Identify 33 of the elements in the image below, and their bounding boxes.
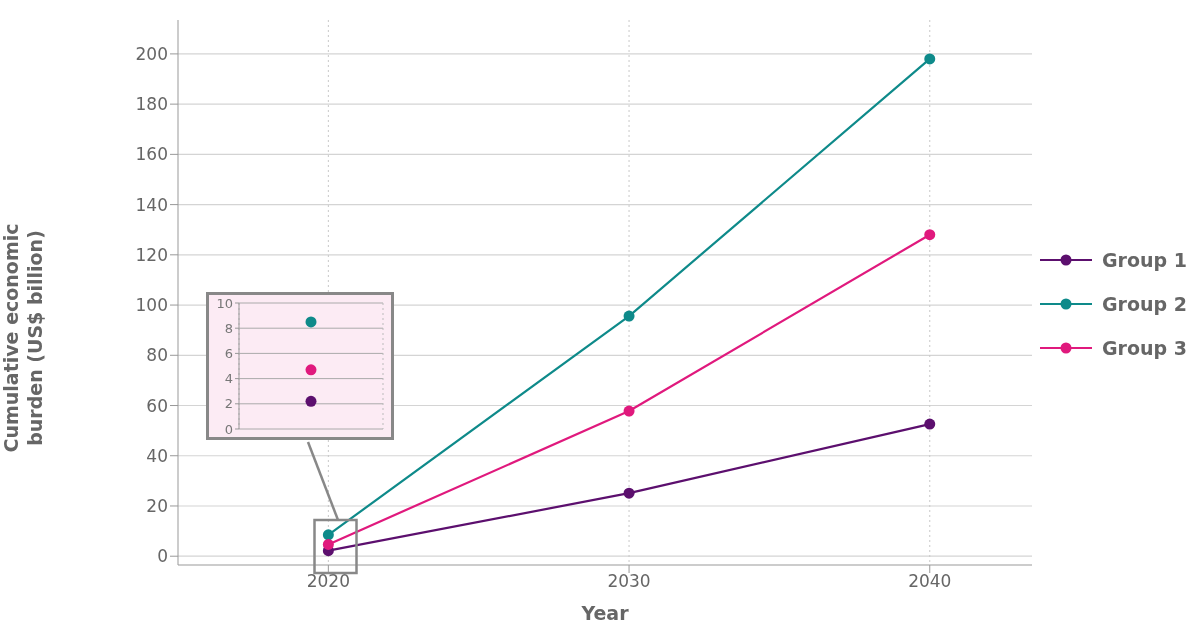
y-axis-title: Cumulative economic burden (US$ billion) [0, 222, 47, 455]
legend-label: Group 2 [1102, 293, 1187, 315]
point [322, 538, 334, 550]
point [623, 405, 635, 417]
y-tick-label: 120 [135, 244, 168, 265]
x-tick-label: 2040 [908, 571, 952, 592]
y-tick-label: 60 [146, 395, 168, 416]
point [924, 229, 936, 241]
point [623, 487, 635, 499]
x-axis-title: Year [580, 602, 630, 624]
legend-label: Group 1 [1102, 249, 1187, 271]
point [623, 310, 635, 322]
y-tick-label: 40 [146, 445, 168, 466]
y-tick-label: 200 [135, 43, 168, 64]
legend-label: Group 3 [1102, 337, 1187, 359]
y-tick-label: 0 [157, 546, 168, 567]
y-tick-label: 6 [224, 346, 233, 362]
point [924, 418, 936, 430]
y-tick-label: 100 [135, 295, 168, 316]
y-tick-label: 180 [135, 94, 168, 115]
x-tick-label: 2030 [607, 571, 651, 592]
y-tick-label: 160 [135, 144, 168, 165]
x-tick-label: 2020 [306, 571, 350, 592]
y-tick-label: 8 [224, 320, 233, 336]
y-tick-label: 10 [216, 295, 233, 311]
point [924, 53, 936, 65]
y-tick-label: 140 [135, 194, 168, 215]
point [322, 529, 334, 541]
y-tick-label: 2 [224, 396, 233, 412]
y-tick-label: 80 [146, 345, 168, 366]
y-tick-label: 4 [224, 371, 233, 387]
y-tick-label: 20 [146, 496, 168, 517]
y-tick-label: 0 [224, 421, 233, 437]
